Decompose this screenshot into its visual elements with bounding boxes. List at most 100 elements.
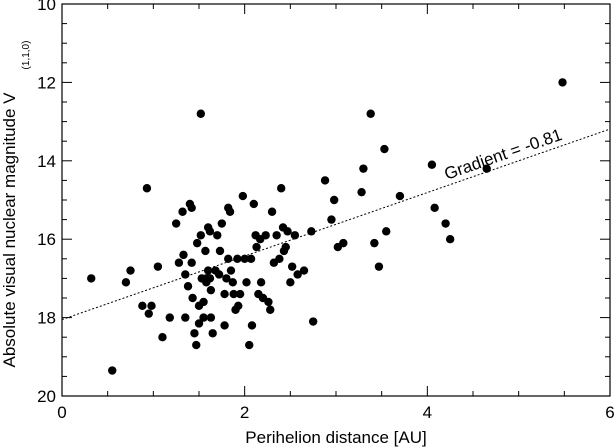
data-point	[286, 278, 295, 287]
x-tick-label: 0	[57, 403, 66, 422]
data-point	[138, 301, 147, 311]
data-point	[205, 227, 215, 236]
data-point	[430, 203, 439, 213]
ticks: 0 2 4 6 10 12 14 16 18 20	[37, 0, 615, 422]
data-point	[380, 144, 389, 154]
data-point	[234, 301, 243, 311]
data-point	[199, 313, 208, 322]
data-point	[188, 293, 197, 303]
data-point	[153, 262, 163, 271]
data-point	[196, 109, 206, 118]
data-point	[179, 250, 188, 260]
data-point	[266, 305, 275, 314]
data-point	[192, 238, 202, 248]
data-point	[264, 297, 273, 307]
data-point	[281, 242, 290, 252]
data-point	[357, 187, 366, 197]
x-tick-label: 4	[423, 403, 432, 422]
data-point	[308, 317, 318, 326]
data-point	[222, 274, 231, 283]
data-point	[320, 176, 330, 185]
data-point	[339, 238, 348, 248]
data-point	[299, 266, 309, 275]
y-axis-label-group: Absolute visual nuclear magnitude V (1,1…	[0, 41, 32, 368]
data-point	[215, 246, 225, 256]
y-tick-label: 12	[37, 73, 56, 92]
data-point	[272, 231, 281, 240]
data-point	[441, 219, 450, 228]
data-point	[87, 274, 96, 283]
data-point	[203, 266, 213, 275]
data-point	[144, 309, 153, 318]
data-point	[370, 238, 379, 248]
y-tick-label: 10	[37, 0, 56, 14]
data-point	[126, 266, 135, 275]
data-point	[307, 227, 316, 236]
data-point	[327, 215, 336, 224]
data-point	[445, 235, 455, 244]
data-point	[427, 160, 437, 169]
data-point	[277, 184, 286, 193]
data-point	[225, 207, 235, 216]
data-point	[108, 366, 117, 375]
data-point	[201, 246, 210, 256]
data-point	[287, 262, 297, 271]
data-point	[229, 289, 238, 299]
fit-line-layer	[61, 128, 611, 321]
data-point	[158, 333, 167, 342]
data-point	[187, 203, 196, 213]
data-point	[242, 278, 251, 287]
data-point	[329, 195, 339, 205]
y-axis-label-subscript: (1,1,0)	[21, 41, 32, 70]
data-point	[165, 313, 174, 322]
data-point	[245, 340, 254, 350]
data-point	[235, 289, 245, 299]
data-point	[256, 278, 266, 287]
data-point	[261, 231, 270, 240]
data-point	[382, 227, 391, 236]
data-point	[194, 319, 204, 328]
y-tick-label: 18	[37, 309, 56, 328]
data-point	[283, 227, 292, 236]
data-point	[181, 270, 190, 279]
data-point	[183, 282, 193, 291]
data-point	[249, 199, 258, 209]
data-point	[293, 270, 302, 279]
gradient-annotation: Gradient = -0.81	[442, 125, 565, 183]
data-point	[220, 289, 229, 299]
y-tick-label: 16	[37, 230, 56, 249]
data-point	[147, 301, 156, 311]
data-point	[240, 254, 249, 263]
data-points	[87, 78, 567, 375]
x-tick-label: 6	[605, 403, 614, 422]
y-tick-label: 20	[37, 387, 56, 406]
data-point	[205, 274, 215, 283]
data-point	[208, 329, 217, 338]
x-axis-label: Perihelion distance [AU]	[245, 428, 426, 447]
data-point	[374, 262, 384, 271]
x-tick-label: 2	[240, 403, 249, 422]
data-point	[267, 207, 277, 216]
data-point	[196, 231, 206, 240]
data-point	[213, 231, 222, 240]
data-point	[233, 254, 242, 263]
data-point	[228, 278, 237, 287]
data-point	[224, 254, 233, 263]
fit-line	[61, 128, 611, 321]
data-point	[171, 219, 181, 228]
data-point	[206, 285, 216, 295]
data-point	[190, 329, 199, 338]
data-point	[199, 297, 208, 307]
y-axis-label: Absolute visual nuclear magnitude V	[0, 92, 19, 368]
data-point	[178, 207, 187, 216]
data-point	[275, 254, 284, 263]
data-point	[482, 164, 491, 173]
data-point	[121, 278, 131, 287]
data-point	[181, 313, 190, 322]
data-point	[290, 231, 300, 240]
data-point	[217, 219, 227, 228]
data-point	[558, 78, 567, 87]
data-point	[359, 164, 368, 173]
